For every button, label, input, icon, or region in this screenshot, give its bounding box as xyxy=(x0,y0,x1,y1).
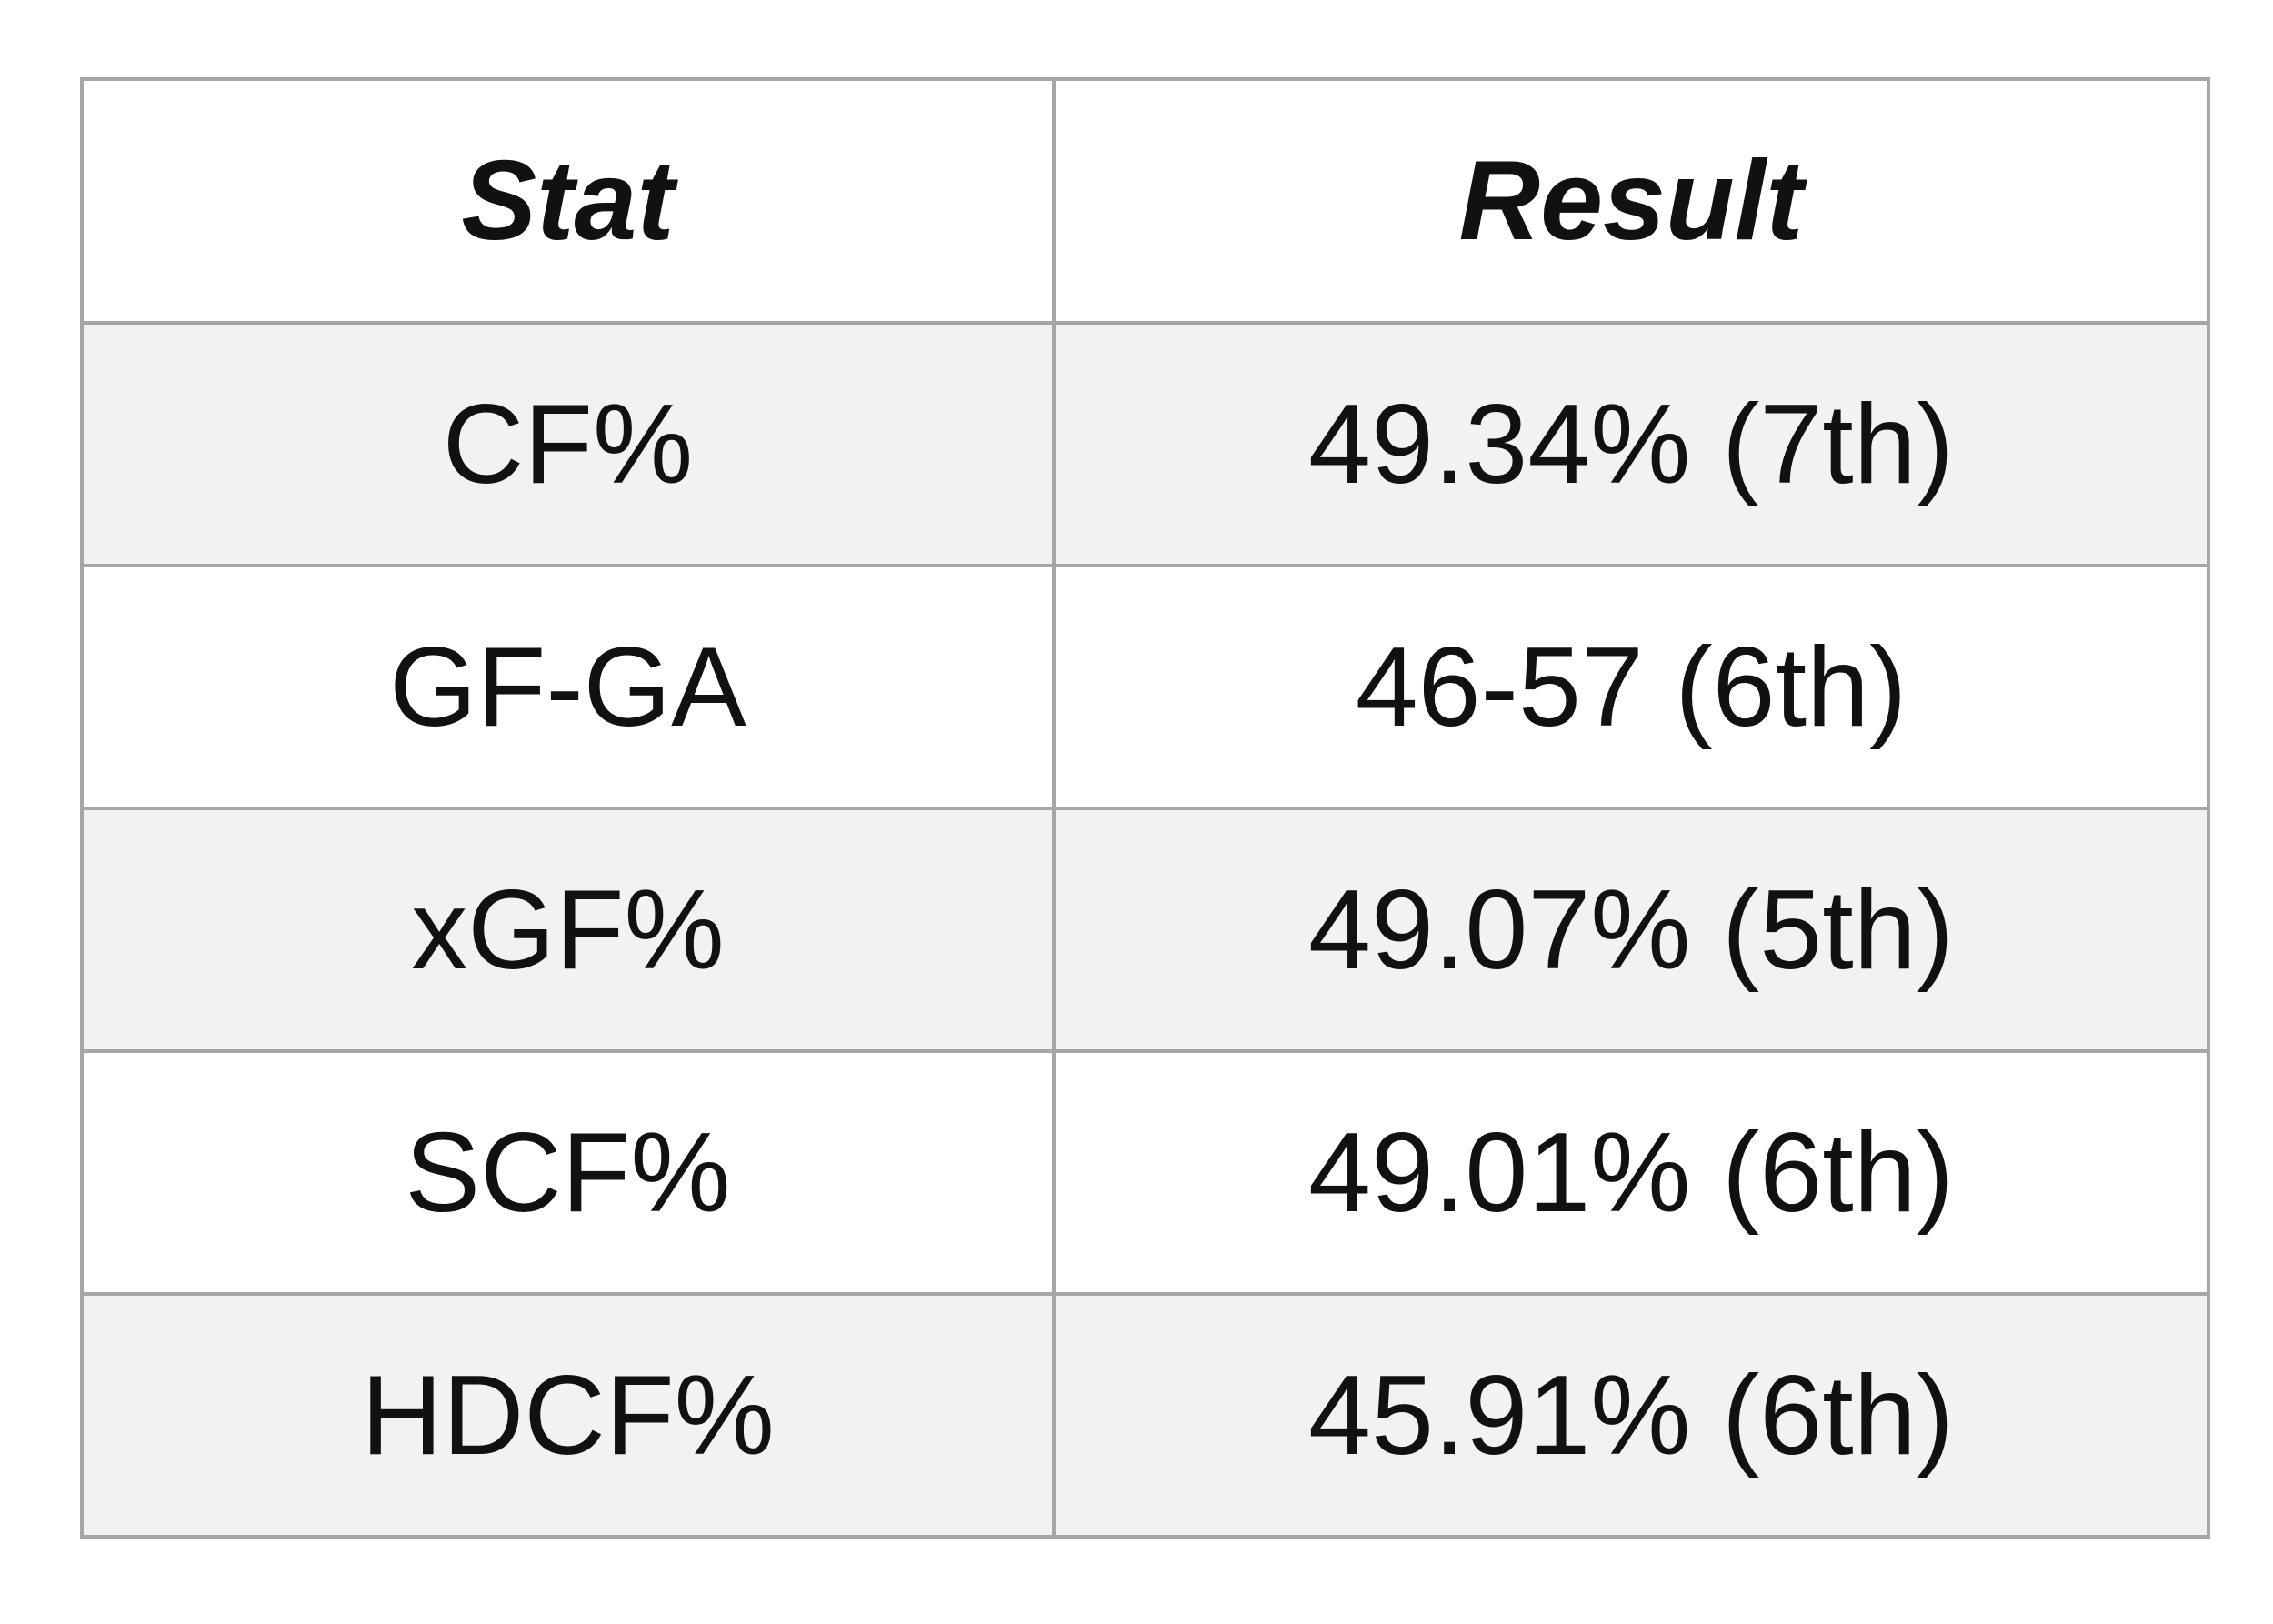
column-header-stat: Stat xyxy=(80,77,1056,325)
table-body: CF% 49.34% (7th) GF-GA 46-57 (6th) xGF% 49.07… xyxy=(80,321,2210,1539)
result-cell: 45.91% (6th) xyxy=(1052,1292,2210,1539)
stat-cell: xGF% xyxy=(80,807,1056,1053)
table-row: HDCF% 45.91% (6th) xyxy=(80,1292,2210,1539)
table-row: xGF% 49.07% (5th) xyxy=(80,807,2210,1053)
table-row: GF-GA 46-57 (6th) xyxy=(80,564,2210,810)
header-row: Stat Result xyxy=(80,77,2210,325)
result-cell: 49.07% (5th) xyxy=(1052,807,2210,1053)
table-row: SCF% 49.01% (6th) xyxy=(80,1049,2210,1296)
table-row: CF% 49.34% (7th) xyxy=(80,321,2210,567)
stats-table: Stat Result CF% 49.34% (7th) GF-GA 46-57 (6… xyxy=(80,77,2210,1539)
result-cell: 46-57 (6th) xyxy=(1052,564,2210,810)
stat-cell: CF% xyxy=(80,321,1056,567)
stat-cell: GF-GA xyxy=(80,564,1056,810)
stat-cell: HDCF% xyxy=(80,1292,1056,1539)
stat-cell: SCF% xyxy=(80,1049,1056,1296)
result-cell: 49.01% (6th) xyxy=(1052,1049,2210,1296)
result-cell: 49.34% (7th) xyxy=(1052,321,2210,567)
column-header-result: Result xyxy=(1052,77,2210,325)
